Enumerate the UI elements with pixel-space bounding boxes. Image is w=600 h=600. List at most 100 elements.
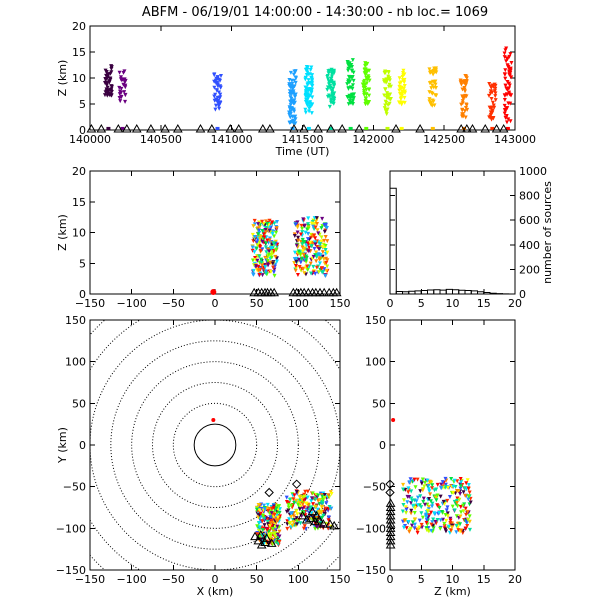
height_y-ytick-label: 0 (379, 439, 386, 452)
source-point (419, 522, 424, 527)
source-point (460, 112, 465, 117)
source-point (251, 224, 256, 229)
time_height-ylabel: Z (km) (56, 60, 69, 97)
ground-flash-triangle (206, 123, 217, 133)
source-point (350, 86, 355, 91)
source-point (104, 74, 109, 79)
source-point (419, 505, 424, 510)
source-point (466, 494, 471, 499)
source-point (467, 519, 472, 524)
source-point (326, 79, 331, 84)
source-point (293, 250, 298, 255)
range-ring (193, 423, 237, 467)
ground-flash-triangle (456, 123, 467, 133)
source-point (273, 254, 278, 259)
source-point (263, 245, 268, 250)
source-point (347, 93, 352, 98)
source-point (287, 517, 292, 522)
time_height-ytick-label: 15 (72, 46, 86, 59)
source-point (103, 77, 108, 82)
source-point (362, 71, 367, 76)
source-point (326, 515, 331, 520)
source-point (303, 90, 308, 95)
source-point (349, 92, 354, 97)
source-point (292, 109, 297, 114)
source-point (508, 119, 513, 124)
source-point (397, 76, 402, 81)
plan_view-ytick-label: −100 (56, 522, 86, 535)
ground-flash-triangle (160, 123, 170, 133)
source-point (299, 497, 304, 502)
source-point (262, 507, 267, 512)
source-point (463, 105, 468, 110)
source-point (362, 78, 367, 83)
source-point (309, 511, 314, 516)
source-point (292, 84, 297, 89)
source-point (459, 480, 464, 485)
source-point (458, 504, 463, 509)
source-point (465, 478, 470, 483)
source-point (467, 490, 472, 495)
source-point (123, 99, 128, 104)
source-point (492, 89, 497, 94)
source-point (109, 84, 114, 89)
source-point (410, 523, 415, 528)
source-point (404, 526, 409, 531)
source-point (296, 238, 301, 243)
source-point (256, 232, 261, 237)
source-point (308, 67, 313, 72)
source-point (420, 515, 425, 520)
ground-flash-triangle (480, 123, 491, 133)
source-point (312, 233, 317, 238)
source-point (255, 226, 260, 231)
height_y-xtick-label: 10 (446, 573, 460, 586)
source-point (433, 82, 438, 87)
source-point (363, 96, 368, 101)
source-point (274, 247, 279, 252)
station-diamond (385, 487, 395, 498)
source-point (117, 92, 122, 97)
source-point (266, 252, 271, 257)
source-point (319, 235, 324, 240)
source-point (305, 267, 310, 272)
source-point (270, 232, 275, 237)
source-point (296, 249, 301, 254)
height_y-axes: 0 5 10 15 20 −150 −100 −50 0 50 100 150 Z (km) (356, 314, 522, 598)
source-point (423, 513, 428, 518)
source-point (424, 517, 429, 522)
source-point (261, 232, 266, 237)
source-point (256, 222, 261, 227)
source-point (331, 99, 336, 104)
source-point (313, 497, 318, 502)
ground-flash-triangle (385, 535, 396, 545)
source-point (362, 90, 367, 95)
source-point (309, 499, 314, 504)
source-point (350, 58, 355, 63)
source-point (309, 271, 314, 276)
source-point (293, 70, 298, 75)
source-point (292, 518, 297, 523)
source-point (327, 93, 332, 98)
source-point (412, 511, 417, 516)
source-point (214, 88, 219, 93)
source-point (366, 100, 371, 105)
source-point (288, 95, 293, 100)
source-point (284, 500, 289, 505)
source-point (305, 87, 310, 92)
source-point (403, 505, 408, 510)
source-point (303, 77, 308, 82)
source-point (274, 259, 279, 264)
source-point (262, 503, 267, 508)
source-point (431, 517, 436, 522)
ground-flash-triangle (331, 287, 342, 297)
source-point (443, 513, 448, 518)
source-point (260, 263, 265, 268)
source-point (303, 230, 308, 235)
source-point (401, 525, 406, 530)
source-point (291, 107, 296, 112)
source-point (288, 511, 293, 516)
source-point (289, 503, 294, 508)
ground-source-point (430, 126, 435, 130)
source-point (399, 85, 404, 90)
ground-flash-triangle (337, 123, 348, 133)
